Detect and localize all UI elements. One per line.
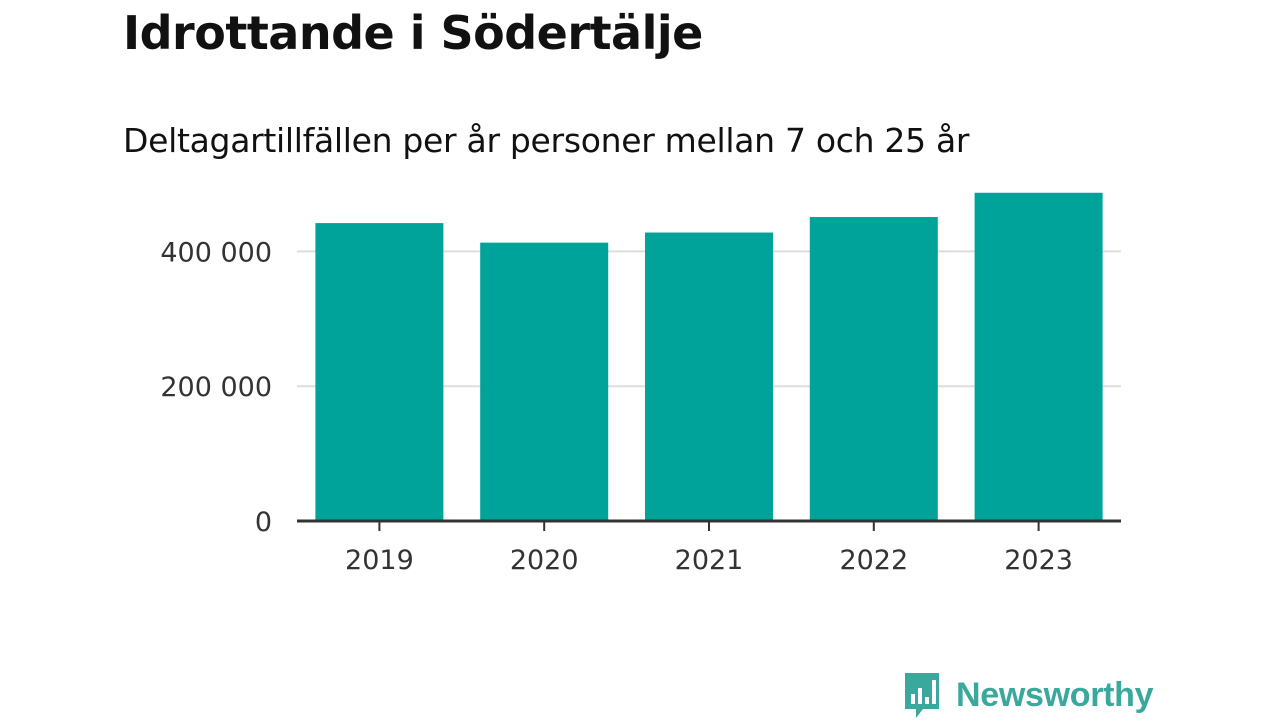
bar-2023: [974, 192, 1103, 521]
x-axis: [297, 519, 1121, 531]
x-tick-label: 2022: [839, 545, 908, 576]
bar-2022: [809, 217, 938, 521]
x-tick-label: 2019: [345, 545, 414, 576]
chart-title: Idrottande i Södertälje: [123, 6, 703, 60]
x-tick-label: 2023: [1004, 545, 1073, 576]
brand-logo: Newsworthy: [902, 670, 1154, 720]
x-tick-label: 2020: [510, 545, 579, 576]
bar-2020: [480, 242, 609, 521]
chart-subtitle: Deltagartillfällen per år personer mella…: [123, 121, 970, 160]
bar-chart-speech-icon: [905, 673, 939, 718]
brand-name: Newsworthy: [956, 675, 1154, 714]
tick-labels: 0 200 000 400 000 2019 2020 2021 2022 2023: [160, 237, 1073, 576]
x-tick-label: 2021: [675, 545, 744, 576]
bars: [315, 192, 1103, 522]
bar-2021: [645, 232, 773, 521]
y-tick-label: 0: [255, 507, 272, 538]
y-tick-label: 400 000: [160, 237, 272, 268]
bar-2019: [315, 223, 444, 522]
y-tick-label: 200 000: [160, 372, 272, 403]
